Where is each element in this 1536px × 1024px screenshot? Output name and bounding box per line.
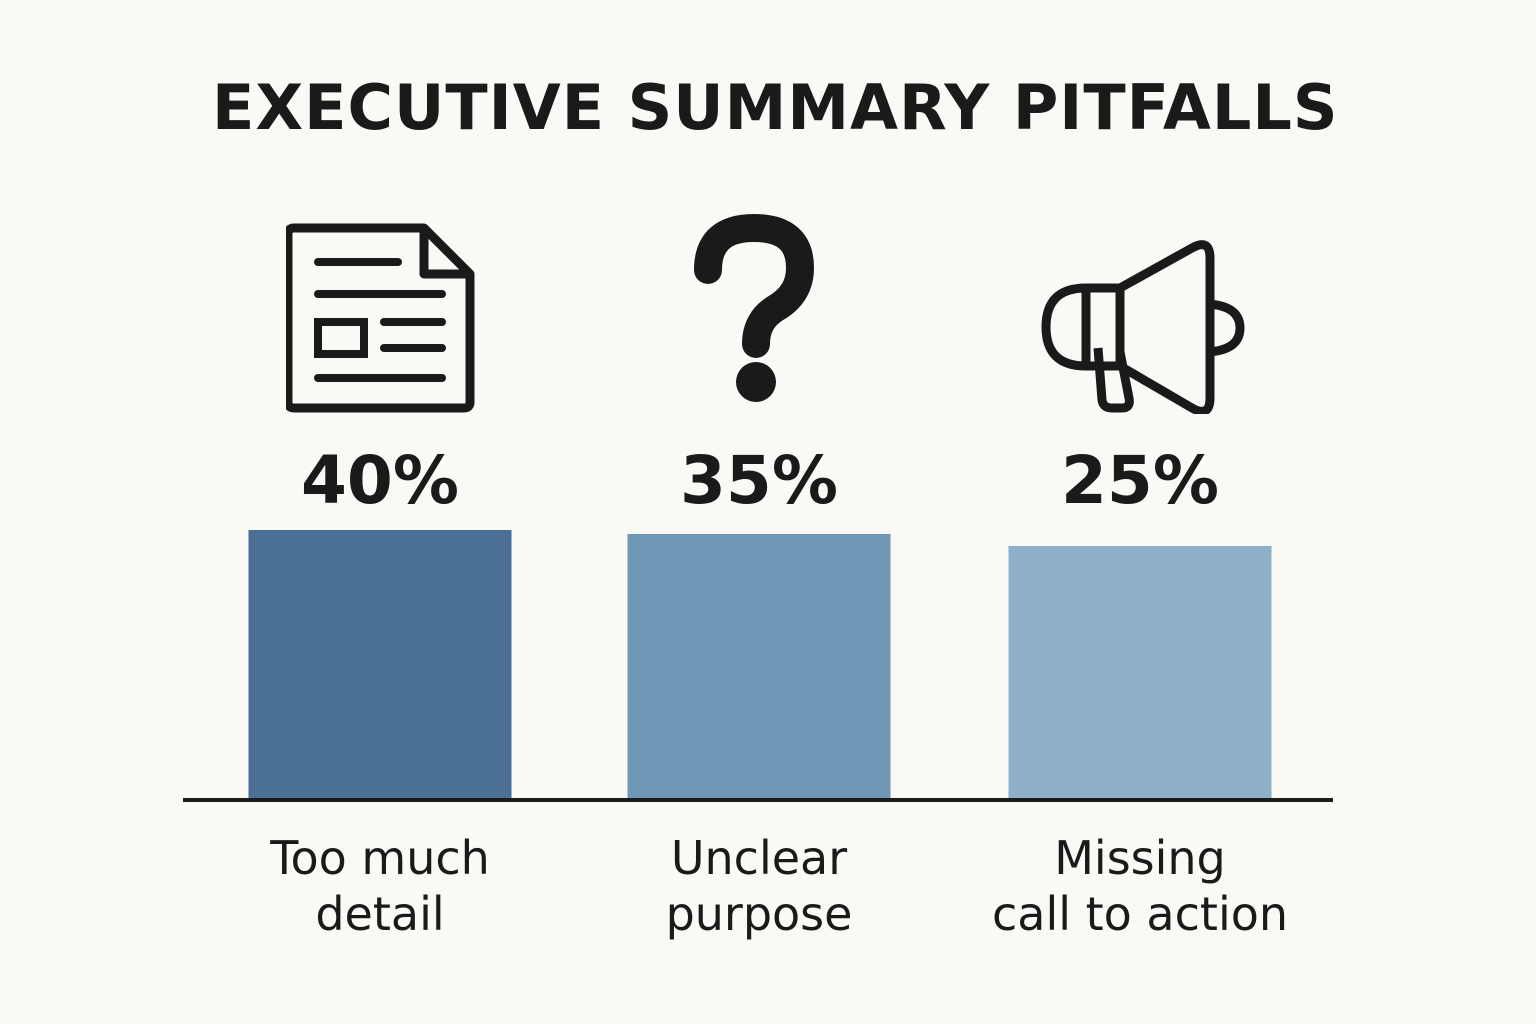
document-icon <box>286 223 475 413</box>
value-label-3: 25% <box>1061 442 1219 519</box>
value-label-2: 35% <box>680 442 838 519</box>
megaphone-icon <box>1041 240 1245 414</box>
category-label-1: Too much detail <box>270 831 490 941</box>
chart-title: EXECUTIVE SUMMARY PITFALLS <box>212 71 1339 144</box>
question-mark-icon <box>694 214 814 402</box>
bar-1 <box>248 530 512 799</box>
category-label-2: Unclear purpose <box>665 831 853 941</box>
category-label-3: Missing call to action <box>991 831 1289 941</box>
bar-2 <box>627 534 891 799</box>
bar-3 <box>1008 546 1272 799</box>
value-label-1: 40% <box>301 442 459 519</box>
